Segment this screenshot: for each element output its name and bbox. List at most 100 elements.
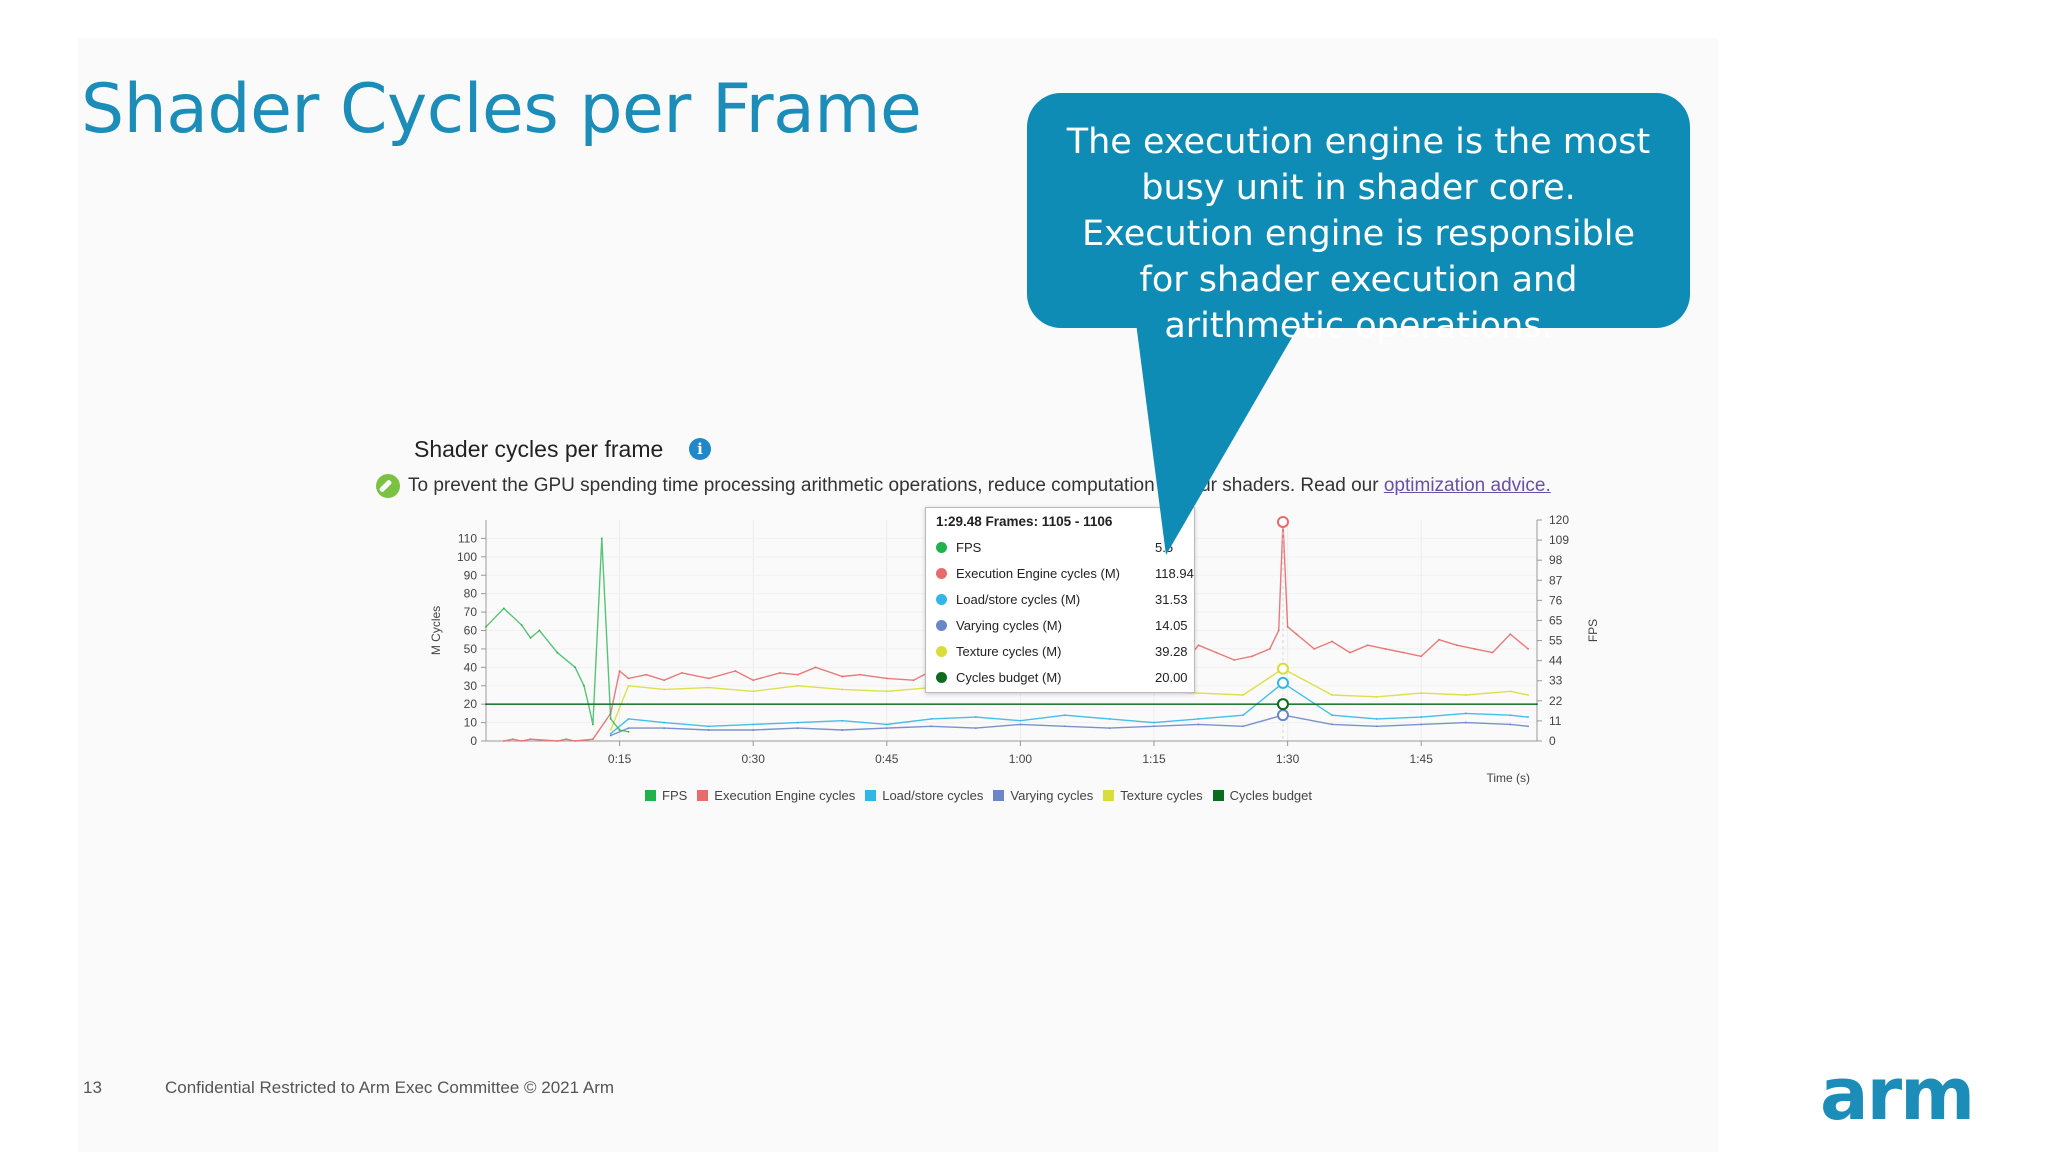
y-tick-label: 10: [464, 716, 478, 730]
data-point: [1064, 725, 1066, 728]
data-point: [485, 625, 487, 628]
data-point: [609, 732, 612, 735]
data-point: [485, 703, 487, 706]
y2-tick-label: 11: [1549, 714, 1562, 728]
data-point: [663, 727, 666, 730]
data-point: [1509, 690, 1512, 693]
data-point: [1242, 694, 1244, 696]
data-point: [752, 723, 755, 726]
data-point: [1331, 694, 1334, 696]
data-point: [1242, 714, 1244, 717]
data-point: [885, 727, 888, 730]
data-point: [627, 677, 630, 680]
data-point: [1491, 651, 1494, 654]
legend-item[interactable]: Cycles budget: [1212, 788, 1312, 803]
data-point: [930, 718, 933, 720]
y-tick-label: 50: [464, 642, 478, 656]
legend-item[interactable]: Texture cycles: [1103, 788, 1203, 803]
tooltip-dot: [936, 646, 947, 657]
data-point: [974, 716, 977, 718]
x-tick-label: 1:45: [1410, 752, 1434, 766]
y2-tick-label: 33: [1549, 674, 1563, 688]
y-tick-label: 110: [458, 531, 477, 545]
data-point: [502, 740, 505, 742]
legend-swatch: [697, 790, 709, 801]
data-point: [885, 690, 888, 693]
data-point: [556, 651, 559, 654]
data-point: [574, 666, 576, 669]
data-point: [529, 738, 532, 741]
tooltip-row: Cycles budget (M) 20.00: [936, 668, 1188, 688]
legend-label: Cycles budget: [1229, 788, 1312, 803]
data-point: [502, 607, 505, 610]
y-tick-label: 20: [464, 697, 478, 711]
slide-title: Shader Cycles per Frame: [81, 70, 922, 149]
data-point: [841, 675, 844, 678]
page-number: 13: [83, 1078, 102, 1097]
y-tick-label: 40: [464, 660, 478, 674]
data-point: [1197, 692, 1200, 695]
footer-text: Confidential Restricted to Arm Exec Comm…: [165, 1078, 615, 1097]
data-point: [734, 670, 737, 672]
y2-tick-label: 109: [1549, 533, 1569, 547]
data-point: [1197, 644, 1200, 647]
y-axis-label: M Cycles: [429, 606, 443, 655]
data-point: [1375, 718, 1378, 720]
y2-tick-label: 0: [1549, 734, 1556, 748]
data-point: [796, 684, 799, 687]
y2-tick-label: 120: [1549, 513, 1569, 527]
tooltip-row: Execution Engine cycles (M) 118.94: [936, 564, 1194, 584]
data-point: [1295, 633, 1298, 636]
y2-tick-label: 65: [1549, 613, 1563, 627]
data-point: [1527, 725, 1529, 728]
tooltip-dot: [936, 672, 947, 683]
advice-text: To prevent the GPU spending time process…: [408, 475, 1551, 497]
y2-tick-label: 76: [1549, 593, 1563, 607]
chart-legend: FPS Execution Engine cycles Load/store cyc…: [645, 788, 1322, 803]
legend-item[interactable]: Load/store cycles: [865, 788, 983, 803]
data-point: [1464, 694, 1467, 696]
optimization-advice-link[interactable]: optimization advice.: [1383, 475, 1551, 496]
legend-label: FPS: [662, 788, 688, 803]
data-point: [1384, 648, 1387, 650]
y-tick-label: 30: [464, 679, 478, 693]
legend-item[interactable]: Execution Engine cycles: [697, 788, 855, 803]
data-point: [1108, 718, 1111, 720]
legend-swatch: [1212, 790, 1224, 801]
data-point: [663, 721, 666, 724]
legend-item[interactable]: FPS: [645, 788, 687, 803]
tooltip-dot: [936, 568, 947, 579]
info-icon[interactable]: i: [689, 438, 711, 460]
tooltip-label: Cycles budget (M): [956, 670, 1062, 685]
legend-item[interactable]: Varying cycles: [993, 788, 1093, 803]
data-point: [1251, 655, 1253, 658]
data-point: [583, 684, 585, 687]
data-point: [1420, 723, 1423, 726]
data-point: [1527, 648, 1529, 650]
data-point: [814, 666, 817, 669]
data-point: [520, 624, 523, 626]
data-point: [752, 690, 755, 693]
data-point: [1331, 723, 1334, 726]
data-point: [627, 718, 630, 720]
data-point: [609, 718, 612, 720]
data-point: [1268, 648, 1271, 650]
data-point: [520, 740, 523, 742]
tooltip-value: 118.94: [1155, 566, 1194, 581]
data-point: [556, 740, 559, 742]
y2-tick-label: 98: [1549, 553, 1563, 567]
tooltip-label: Texture cycles (M): [956, 644, 1062, 659]
wrench-icon: [376, 474, 400, 498]
data-point: [1331, 640, 1334, 643]
data-point: [707, 729, 710, 731]
data-point: [1019, 723, 1022, 726]
data-point: [609, 729, 612, 731]
y-tick-label: 90: [464, 568, 478, 582]
legend-label: Varying cycles: [1010, 788, 1094, 803]
data-point: [1349, 651, 1351, 654]
data-point: [1277, 629, 1280, 632]
data-point: [618, 729, 621, 731]
data-point: [1375, 695, 1378, 698]
tooltip-header: 1:29.48 Frames: 1105 - 1106: [936, 514, 1113, 529]
